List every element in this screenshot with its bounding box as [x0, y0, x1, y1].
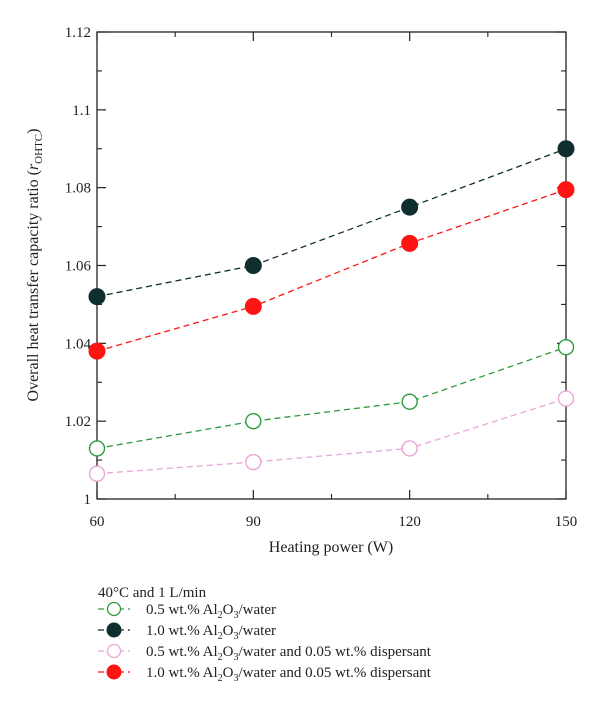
data-point [245, 412, 262, 430]
legend-marker [106, 643, 122, 659]
legend-entry-3: 0.5 wt.% Al2O3/water and 0.05 wt.% dispe… [98, 643, 432, 663]
series-line [96, 397, 567, 475]
data-point [401, 198, 419, 216]
x-tick-label: 150 [555, 514, 578, 530]
y-tick-label: 1.02 [65, 414, 91, 430]
data-point [88, 465, 106, 482]
x-tick-label: 90 [246, 514, 261, 530]
legend-label: 1.0 wt.% Al2O3/water [146, 623, 276, 642]
legend-entry-4: 1.0 wt.% Al2O3/water and 0.05 wt.% dispe… [98, 664, 432, 684]
data-point [557, 390, 575, 407]
data-point [401, 393, 418, 410]
legend-label: 0.5 wt.% Al2O3/water and 0.05 wt.% dispe… [146, 644, 432, 663]
legend-entry-1: 0.5 wt.% Al2O3/water [98, 601, 276, 621]
series-3 [88, 390, 575, 482]
data-point [557, 140, 575, 158]
axis-tick-labels: 60 90 120 150 1 1.02 1.04 1.06 1.08 1.1 1.12 [65, 25, 578, 530]
y-axis-label-symbol: r [25, 163, 42, 170]
axis-ticks [96, 31, 567, 500]
y-tick-label: 1.1 [72, 103, 91, 119]
data-point [557, 339, 575, 356]
y-axis-label-suffix: ) [25, 129, 42, 134]
y-axis-label-prefix: Overall heat transfer capacity ratio ( [25, 170, 42, 401]
data-point [401, 440, 418, 457]
plot-frame [96, 31, 567, 500]
x-tick-label: 120 [398, 514, 421, 530]
data-point [244, 297, 262, 315]
x-axis-label: Heating power (W) [269, 539, 393, 556]
legend: 40°C and 1 L/min 0.5 wt.% Al2O3/water 1.0… [98, 585, 432, 684]
data-point [244, 257, 262, 274]
series-line [96, 148, 567, 298]
legend-label: 1.0 wt.% Al2O3/water and 0.05 wt.% dispe… [146, 665, 432, 684]
y-tick-label: 1.04 [65, 336, 92, 352]
y-axis-label: Overall heat transfer capacity ratio (rO… [25, 129, 45, 402]
x-tick-label: 60 [90, 514, 105, 530]
data-point [88, 342, 106, 360]
series-line [96, 188, 567, 352]
legend-marker [106, 664, 122, 680]
data-point [245, 453, 262, 471]
data-point [88, 288, 106, 306]
legend-title: 40°C and 1 L/min [98, 585, 207, 601]
y-tick-label: 1.12 [65, 25, 91, 41]
y-tick-label: 1.06 [65, 259, 92, 275]
series-layer [88, 140, 575, 482]
y-tick-label: 1.08 [65, 181, 91, 197]
series-1 [88, 339, 575, 457]
series-4 [88, 181, 575, 360]
y-axis-label-subscript: OHTC [33, 134, 45, 164]
legend-marker [106, 622, 122, 638]
legend-label: 0.5 wt.% Al2O3/water [146, 602, 276, 621]
data-point [401, 234, 419, 252]
legend-marker [106, 601, 122, 617]
series-line [96, 346, 567, 450]
data-point [557, 181, 575, 199]
y-tick-label: 1 [84, 492, 92, 508]
data-point [88, 440, 106, 457]
series-2 [88, 140, 575, 306]
legend-entry-2: 1.0 wt.% Al2O3/water [98, 622, 276, 642]
